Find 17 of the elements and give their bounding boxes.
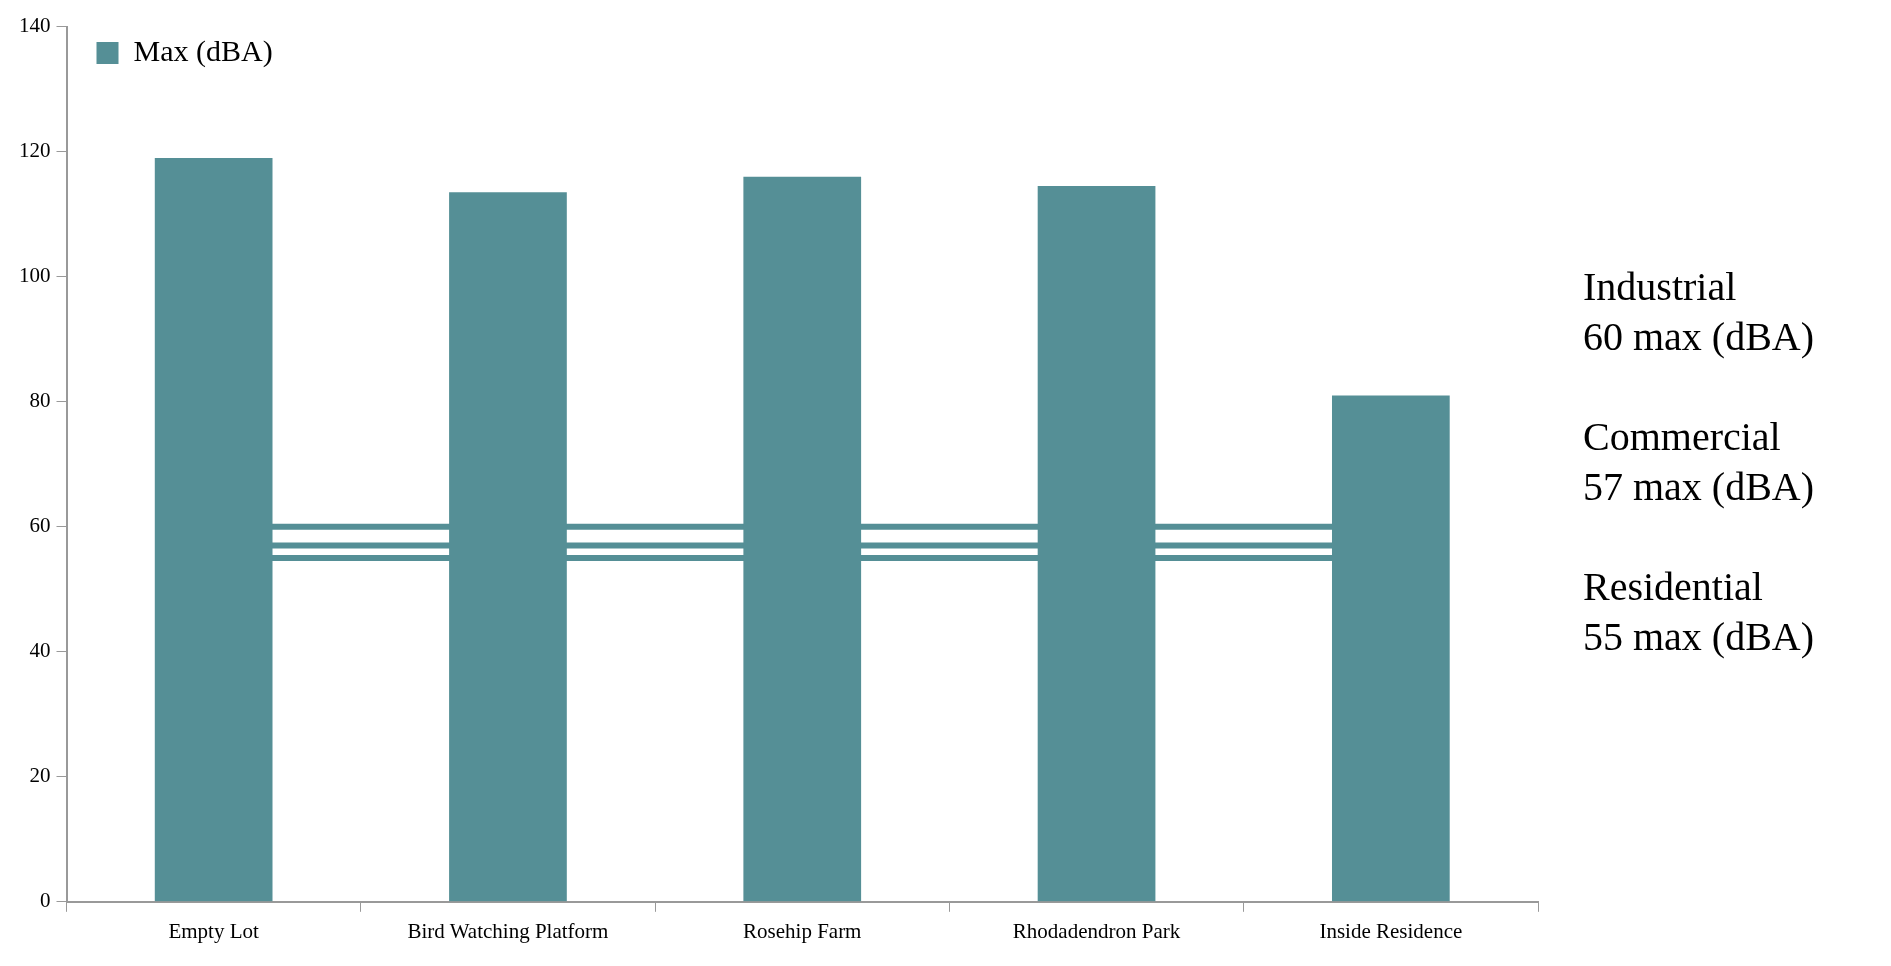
text: Residential 55 max (dBA): [1583, 563, 1815, 659]
y-tick-label: 140: [19, 13, 51, 38]
x-tick-label: Empty Lot: [168, 918, 260, 943]
text: Industrial 60 max (dBA): [1583, 263, 1815, 359]
x-tick-label: Rosehip Farm: [743, 918, 862, 943]
y-tick-label: 100: [19, 263, 51, 288]
x-tick-label: Inside Residence: [1319, 918, 1463, 943]
text: Commercial 57 max (dBA): [1583, 413, 1815, 509]
y-tick-label: 80: [29, 388, 51, 413]
y-tick-label: 40: [29, 638, 51, 663]
y-tick-label: 0: [40, 888, 51, 913]
legend-label: Max (dBA): [133, 33, 273, 68]
y-tick-label: 20: [29, 763, 51, 788]
x-tick-label: Bird Watching Platform: [407, 918, 609, 943]
x-tick-label: Rhodadendron Park: [1012, 918, 1181, 943]
y-tick-label: 120: [19, 138, 51, 163]
y-tick-label: 60: [29, 513, 51, 538]
